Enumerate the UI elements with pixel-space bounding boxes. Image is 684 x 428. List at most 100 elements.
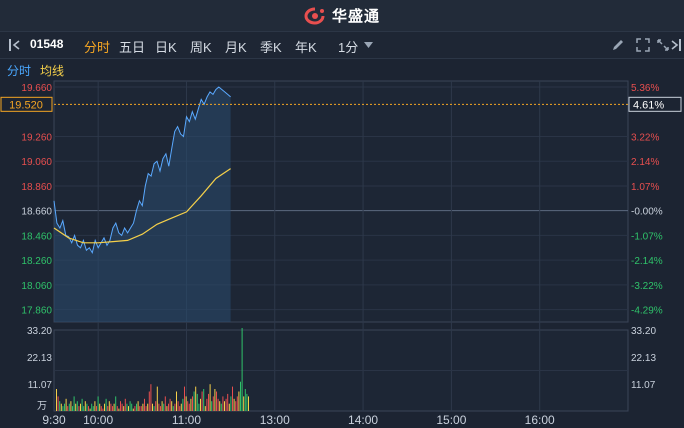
- volume-bar: [169, 398, 171, 411]
- volume-bar: [217, 398, 219, 411]
- volume-tick-label-right: 33.20: [631, 326, 656, 337]
- volume-bar: [83, 406, 85, 411]
- volume-bar: [121, 403, 123, 411]
- volume-bar: [184, 386, 185, 411]
- current-price-tag-box: [0, 96, 53, 112]
- volume-bar: [132, 408, 134, 411]
- volume-bar: [195, 386, 197, 411]
- volume-bar: [56, 389, 57, 411]
- volume-bar: [204, 406, 206, 411]
- volume-bar: [112, 406, 113, 411]
- tab-five-day[interactable]: 五日: [119, 40, 146, 55]
- volume-bar: [105, 398, 107, 411]
- panel-toggle-icon[interactable]: [670, 38, 682, 52]
- collapse-panel-icon[interactable]: [8, 38, 22, 52]
- volume-bar: [220, 403, 222, 411]
- volume-bar: [92, 406, 94, 411]
- volume-bar: [168, 403, 169, 411]
- volume-tick-label-right: 22.13: [631, 353, 656, 364]
- tab-daily-k[interactable]: 日K: [155, 40, 177, 55]
- volume-bar: [230, 396, 232, 411]
- volume-bar: [115, 396, 117, 411]
- volume-bar: [104, 403, 105, 411]
- volume-bar: [97, 396, 99, 411]
- volume-bar: [219, 401, 221, 411]
- tab-yearly-k[interactable]: 年K: [295, 40, 317, 55]
- pen-icon[interactable]: [611, 38, 625, 52]
- volume-bar: [147, 403, 149, 411]
- volume-bar: [139, 406, 141, 411]
- current-pct-tag: 4.61%: [633, 99, 664, 111]
- time-axis-label: 14:00: [348, 413, 378, 427]
- volume-bar: [62, 406, 64, 411]
- volume-bar: [243, 396, 245, 411]
- volume-bar: [161, 401, 163, 411]
- volume-bar: [134, 406, 136, 411]
- volume-bar: [236, 396, 238, 411]
- chart-toolbar: 01548 分时 五日 日K 周K 月K 季K 年K 1分: [0, 32, 684, 59]
- volume-bar: [241, 328, 243, 411]
- time-axis-label: 16:00: [525, 413, 555, 427]
- volume-bar: [158, 403, 160, 411]
- volume-tick-label: 11.07: [28, 380, 53, 391]
- tab-monthly-k[interactable]: 月K: [225, 40, 247, 55]
- tab-weekly-k[interactable]: 周K: [190, 40, 212, 55]
- brand-name: 华盛通: [331, 8, 380, 25]
- time-axis-label: 15:00: [436, 413, 466, 427]
- volume-bar: [108, 401, 110, 411]
- volume-bar: [196, 393, 198, 411]
- volume-bar: [140, 406, 142, 411]
- expand-icon[interactable]: [636, 38, 650, 52]
- volume-bar: [57, 396, 59, 411]
- percent-tick-label: -4.29%: [631, 306, 663, 317]
- price-area: [54, 87, 231, 322]
- legend-price: 分时: [7, 64, 32, 78]
- volume-bar: [177, 401, 179, 411]
- chevron-down-icon[interactable]: [364, 42, 373, 48]
- tab-intraday[interactable]: 分时: [84, 40, 111, 55]
- percent-tick-label: -1.07%: [631, 231, 663, 242]
- volume-bar: [192, 396, 193, 411]
- volume-bar: [224, 401, 225, 411]
- percent-tick-label: -0.00%: [631, 207, 663, 218]
- fullscreen-icon[interactable]: [656, 38, 670, 52]
- volume-bar: [244, 389, 246, 411]
- volume-bar: [188, 403, 190, 411]
- volume-bar: [144, 398, 145, 411]
- price-line: [53, 86, 231, 254]
- interval-select[interactable]: 1分: [338, 40, 359, 55]
- volume-bar: [96, 406, 97, 411]
- legend-avg: 均线: [40, 64, 65, 78]
- volume-tick-label-right: 11.07: [631, 380, 656, 391]
- intraday-chart[interactable]: 19.660 19.260 19.060 18.860 18.660 18.460 18.2…: [0, 79, 684, 428]
- percent-tick-label: -3.22%: [631, 281, 663, 292]
- volume-bar: [163, 403, 165, 411]
- price-tick-label: 17.860: [21, 306, 52, 317]
- volume-bar: [235, 401, 237, 411]
- volume-bar: [128, 406, 129, 411]
- volume-bar: [94, 401, 96, 411]
- volume-bar: [225, 398, 227, 411]
- volume-bar: [60, 403, 62, 411]
- volume-bar: [145, 406, 147, 411]
- volume-bar: [142, 403, 144, 411]
- volume-bar: [73, 396, 75, 411]
- price-tick-label: 18.060: [21, 281, 52, 292]
- volume-bar: [123, 406, 125, 411]
- volume-bar: [171, 401, 173, 411]
- volume-bar: [233, 398, 235, 411]
- volume-bar: [240, 381, 241, 411]
- volume-bar: [64, 403, 65, 411]
- volume-bar: [246, 393, 248, 411]
- volume-bar: [164, 396, 166, 411]
- volume-bar: [180, 403, 182, 411]
- percent-tick-label: 5.36%: [631, 83, 659, 94]
- volume-bar: [182, 398, 184, 411]
- tab-quarterly-k[interactable]: 季K: [260, 40, 282, 55]
- volume-bar: [200, 398, 201, 411]
- volume-bar: [155, 401, 157, 411]
- volume-bar: [59, 401, 61, 411]
- volume-bar: [150, 384, 152, 411]
- stock-code: 01548: [30, 37, 64, 51]
- volume-bar: [232, 386, 233, 411]
